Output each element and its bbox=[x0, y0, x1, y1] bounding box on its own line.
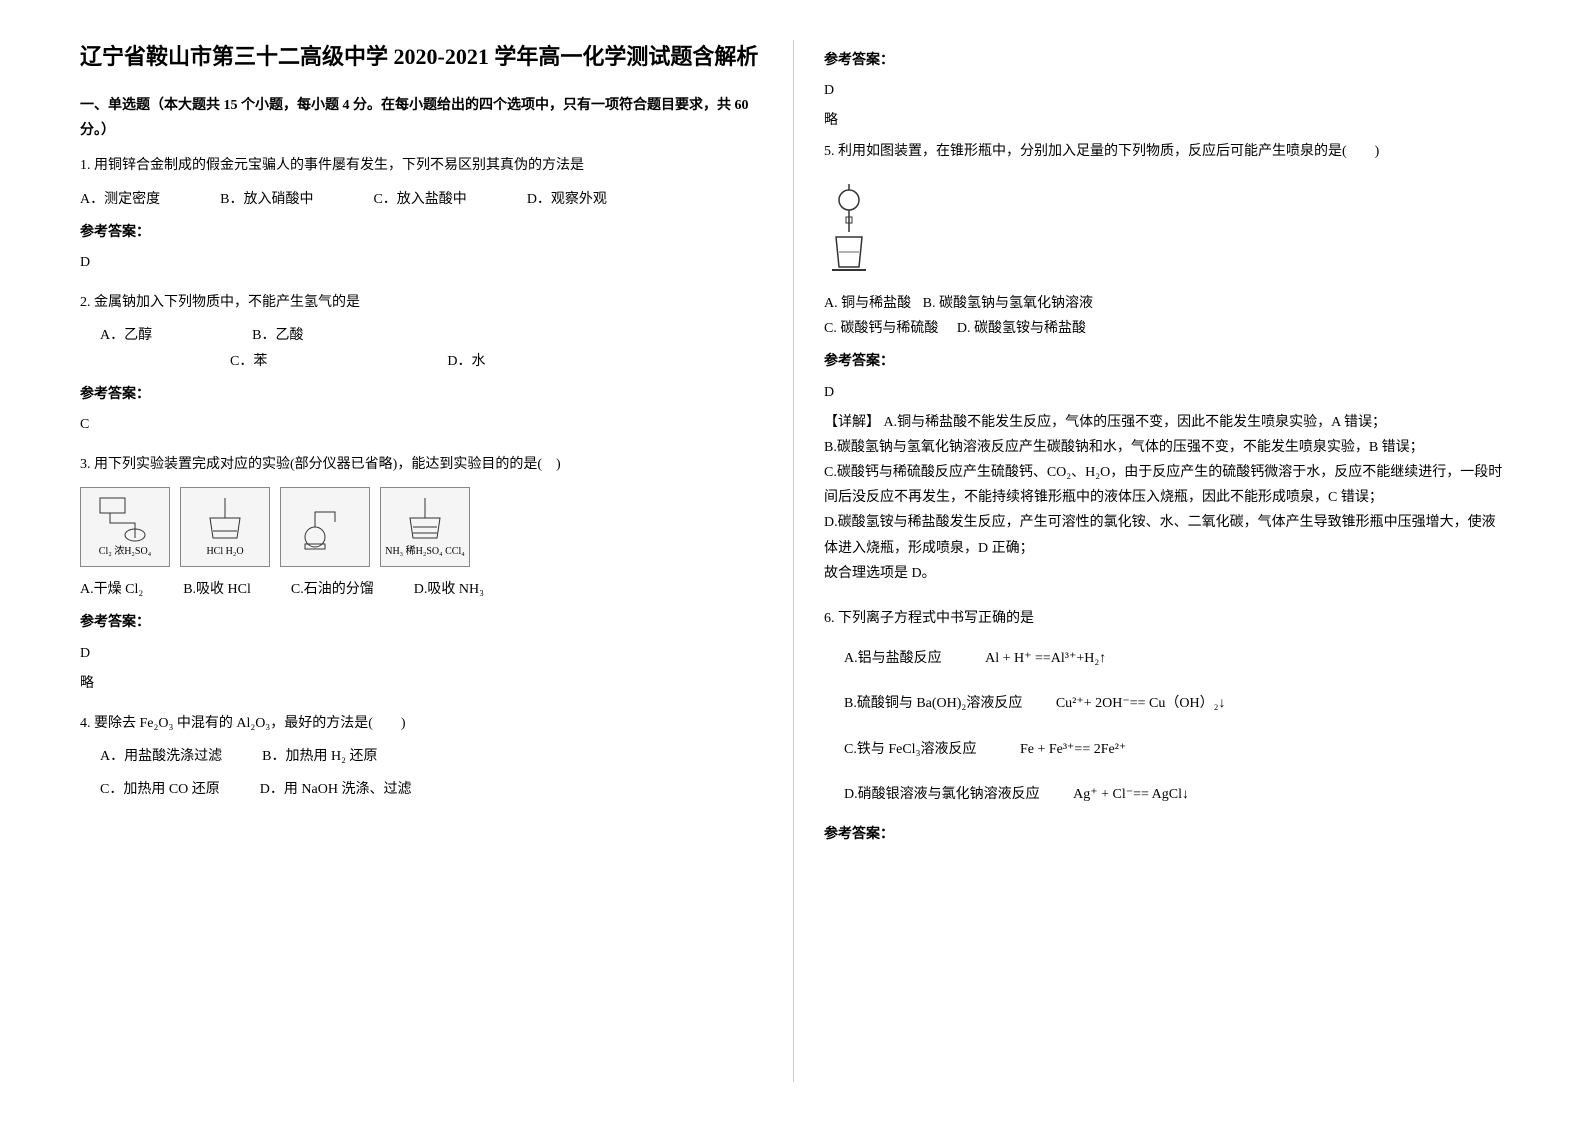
q6-option-d: D.硝酸银溶液与氯化钠溶液反应 bbox=[844, 787, 1040, 802]
q5-exp-c: C.碳酸钙与稀硫酸反应产生硫酸钙、CO₂、H₂O，由于反应产生的硫酸钙微溶于水，… bbox=[824, 460, 1507, 510]
q2-text: 2. 金属钠加入下列物质中，不能产生氢气的是 bbox=[80, 290, 763, 315]
q4-option-c: C．加热用 CO 还原 bbox=[100, 777, 220, 802]
q5-exp-conclusion: 故合理选项是 D。 bbox=[824, 561, 1507, 586]
q4-explanation: 略 bbox=[824, 108, 1507, 133]
q5-option-a: A. 铜与稀盐酸 bbox=[824, 296, 911, 311]
q5-option-c: C. 碳酸钙与稀硫酸 bbox=[824, 321, 938, 336]
q1-answer: D bbox=[80, 250, 763, 275]
question-1: 1. 用铜锌合金制成的假金元宝骗人的事件屡有发生，下列不易区别其真伪的方法是 A… bbox=[80, 153, 763, 275]
page-title: 辽宁省鞍山市第三十二高级中学 2020-2021 学年高一化学测试题含解析 bbox=[80, 40, 763, 73]
diagram-a-label: Cl₂ 浓H₂SO₄ bbox=[99, 543, 151, 561]
diagram-a: Cl₂ 浓H₂SO₄ bbox=[80, 487, 170, 567]
q3-option-a: A.干燥 Cl₂ bbox=[80, 577, 143, 602]
diagram-d: NH₃ 稀H₂SO₄ CCl₄ bbox=[380, 487, 470, 567]
q3-answer: D bbox=[80, 641, 763, 666]
q2-option-a: A．乙醇 bbox=[100, 323, 152, 348]
q5-exp-a: A.铜与稀盐酸不能发生反应，气体的压强不变，因此不能发生喷泉实验，A 错误； bbox=[884, 415, 1386, 430]
q1-option-c: C．放入盐酸中 bbox=[373, 187, 466, 212]
q3-answer-label: 参考答案： bbox=[80, 610, 763, 635]
q3-text: 3. 用下列实验装置完成对应的实验(部分仪器已省略)，能达到实验目的的是( ) bbox=[80, 452, 763, 477]
section-header: 一、单选题（本大题共 15 个小题，每小题 4 分。在每小题给出的四个选项中，只… bbox=[80, 93, 763, 143]
diagram-b-label: HCl H₂O bbox=[206, 543, 243, 561]
q6-answer-label: 参考答案： bbox=[824, 822, 1507, 847]
q6-text: 6. 下列离子方程式中书写正确的是 bbox=[824, 606, 1507, 631]
q6-eq-c: Fe + Fe³⁺== 2Fe²⁺ bbox=[1020, 742, 1126, 757]
diagram-d-label: NH₃ 稀H₂SO₄ CCl₄ bbox=[385, 543, 465, 561]
question-2: 2. 金属钠加入下列物质中，不能产生氢气的是 A．乙醇 B．乙酸 C．苯 D．水… bbox=[80, 290, 763, 437]
question-6: 6. 下列离子方程式中书写正确的是 A.铝与盐酸反应 Al + H⁺ ==Al³… bbox=[824, 606, 1507, 847]
q6-eq-b: Cu²⁺+ 2OH⁻== Cu（OH）₂↓ bbox=[1056, 696, 1226, 711]
q5-explanation: 【详解】 A.铜与稀盐酸不能发生反应，气体的压强不变，因此不能发生喷泉实验，A … bbox=[824, 410, 1507, 435]
q3-option-d: D.吸收 NH₃ bbox=[414, 577, 484, 602]
q1-option-a: A．测定密度 bbox=[80, 187, 160, 212]
q5-answer: D bbox=[824, 380, 1507, 405]
q5-exp-label: 【详解】 bbox=[824, 415, 880, 430]
q4-answer-label: 参考答案： bbox=[824, 48, 1507, 73]
q4-option-b: B．加热用 H₂ 还原 bbox=[262, 744, 377, 769]
q5-text: 5. 利用如图装置，在锥形瓶中，分别加入足量的下列物质，反应后可能产生喷泉的是(… bbox=[824, 139, 1507, 164]
q6-eq-d: Ag⁺ + Cl⁻== AgCl↓ bbox=[1073, 787, 1189, 802]
q4-text: 4. 要除去 Fe₂O₃ 中混有的 Al₂O₃，最好的方法是( ) bbox=[80, 711, 763, 736]
q3-option-c: C.石油的分馏 bbox=[291, 577, 374, 602]
q1-text: 1. 用铜锌合金制成的假金元宝骗人的事件屡有发生，下列不易区别其真伪的方法是 bbox=[80, 153, 763, 178]
q3-explanation: 略 bbox=[80, 671, 763, 696]
q2-option-d: D．水 bbox=[447, 349, 485, 374]
q2-answer-label: 参考答案： bbox=[80, 382, 763, 407]
q4-answer: D bbox=[824, 78, 1507, 103]
q3-option-b: B.吸收 HCl bbox=[183, 577, 251, 602]
q3-diagrams: Cl₂ 浓H₂SO₄ HCl H₂O bbox=[80, 487, 763, 567]
q4-option-d: D．用 NaOH 洗涤、过滤 bbox=[260, 777, 412, 802]
question-5: 5. 利用如图装置，在锥形瓶中，分别加入足量的下列物质，反应后可能产生喷泉的是(… bbox=[824, 139, 1507, 586]
question-3: 3. 用下列实验装置完成对应的实验(部分仪器已省略)，能达到实验目的的是( ) … bbox=[80, 452, 763, 696]
q6-option-b: B.硫酸铜与 Ba(OH)₂溶液反应 bbox=[844, 696, 1022, 711]
q4-option-a: A．用盐酸洗涤过滤 bbox=[100, 744, 222, 769]
q1-option-b: B．放入硝酸中 bbox=[220, 187, 313, 212]
q5-exp-d: D.碳酸氢铵与稀盐酸发生反应，产生可溶性的氯化铵、水、二氧化碳，气体产生导致锥形… bbox=[824, 510, 1507, 560]
diagram-c bbox=[280, 487, 370, 567]
q2-answer: C bbox=[80, 412, 763, 437]
diagram-b: HCl H₂O bbox=[180, 487, 270, 567]
q2-option-c: C．苯 bbox=[230, 349, 267, 374]
q6-option-a: A.铝与盐酸反应 bbox=[844, 651, 942, 666]
q5-option-d: D. 碳酸氢铵与稀盐酸 bbox=[957, 321, 1086, 336]
q2-option-b: B．乙酸 bbox=[252, 323, 303, 348]
q5-answer-label: 参考答案： bbox=[824, 349, 1507, 374]
q5-exp-b: B.碳酸氢钠与氢氧化钠溶液反应产生碳酸钠和水，气体的压强不变，不能发生喷泉实验，… bbox=[824, 435, 1507, 460]
question-4: 4. 要除去 Fe₂O₃ 中混有的 Al₂O₃，最好的方法是( ) A．用盐酸洗… bbox=[80, 711, 763, 803]
q1-answer-label: 参考答案： bbox=[80, 220, 763, 245]
q5-option-b: B. 碳酸氢钠与氢氧化钠溶液 bbox=[923, 296, 1093, 311]
q6-option-c: C.铁与 FeCl₃溶液反应 bbox=[844, 742, 976, 757]
q6-eq-a: Al + H⁺ ==Al³⁺+H₂↑ bbox=[985, 651, 1106, 666]
q1-option-d: D．观察外观 bbox=[527, 187, 607, 212]
q5-diagram bbox=[824, 172, 1507, 291]
